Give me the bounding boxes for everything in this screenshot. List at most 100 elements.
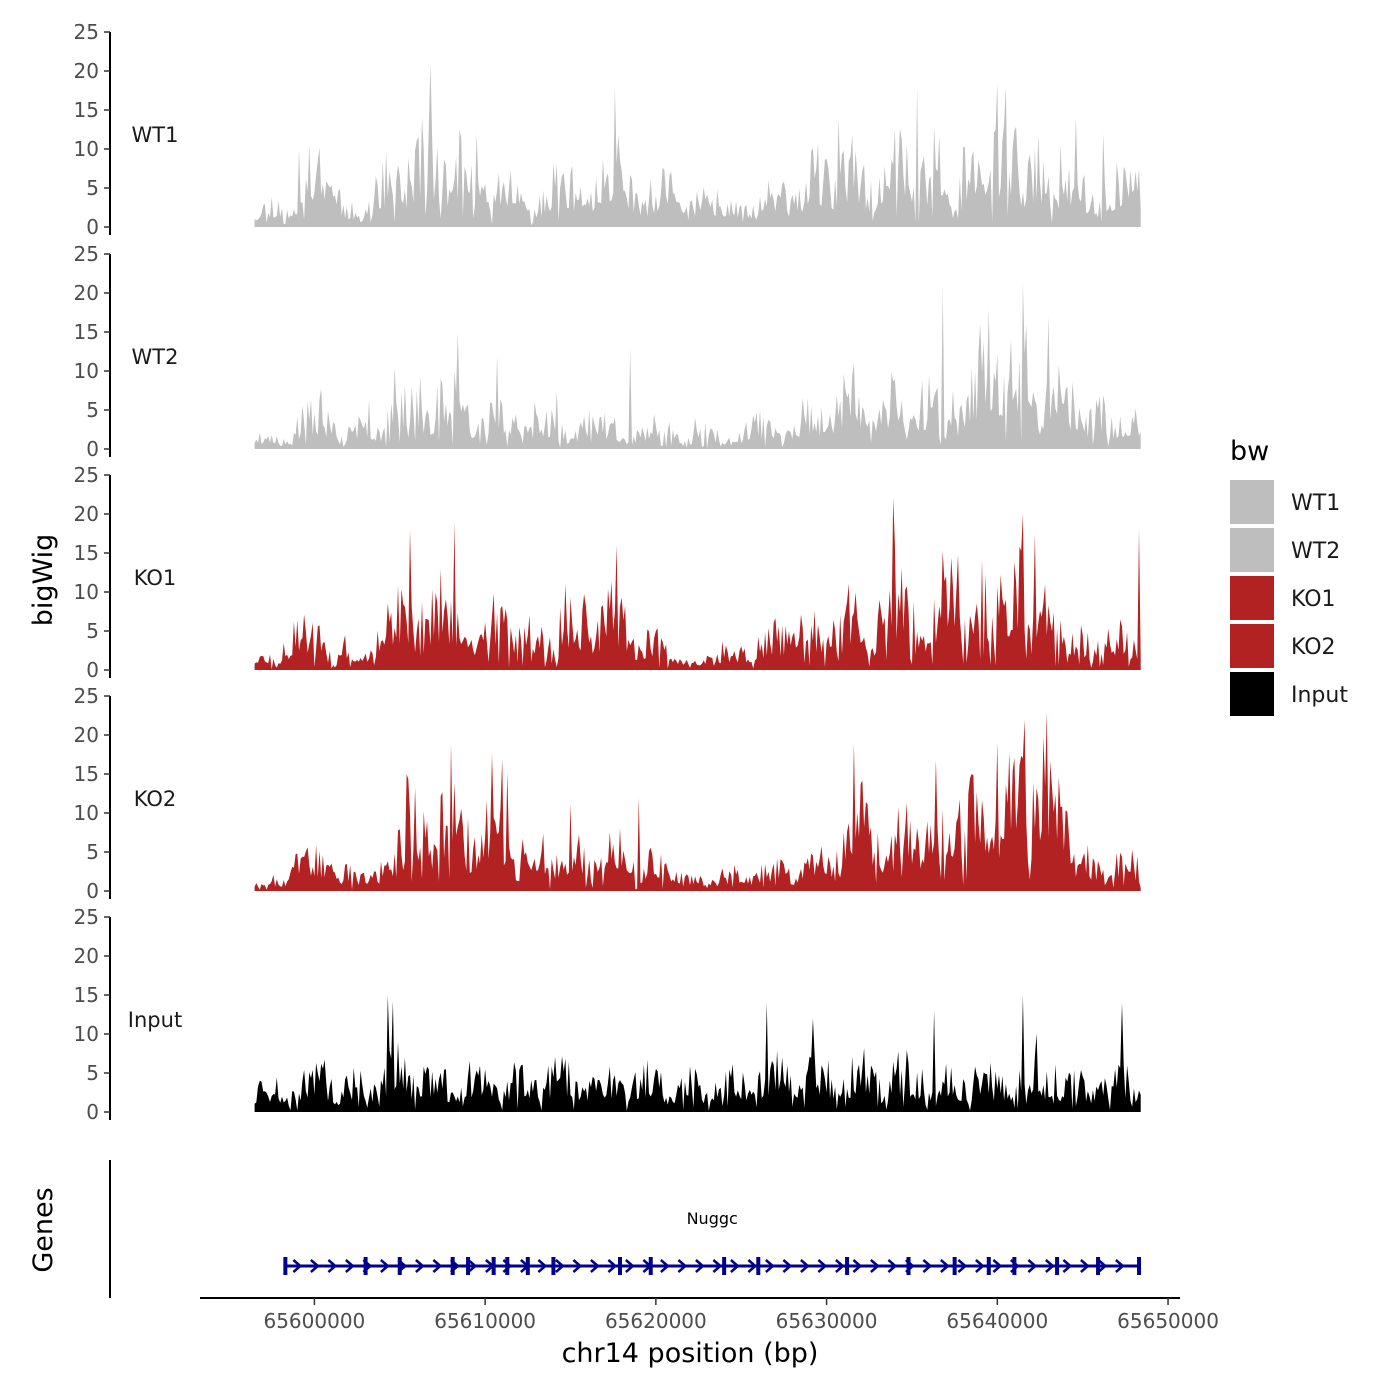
strand-arrow [467, 1259, 478, 1273]
gene-track: Nuggc [109, 1160, 1142, 1298]
strand-arrow [327, 1259, 338, 1273]
strand-arrow [677, 1259, 688, 1273]
exon-mark [525, 1257, 530, 1275]
y-tick-label: 5 [86, 176, 99, 200]
y-tick-label: 20 [74, 502, 99, 526]
strand-arrow [730, 1259, 740, 1273]
y-tick-label: 25 [74, 20, 99, 44]
strand-arrow [1097, 1259, 1108, 1273]
strand-arrow [625, 1259, 635, 1273]
exon-mark [648, 1257, 653, 1275]
x-tick-label: 65650000 [1117, 1309, 1219, 1333]
x-tick-label: 65610000 [434, 1309, 536, 1333]
y-tick-label: 15 [74, 541, 99, 565]
track-label-wt2: WT2 [132, 345, 179, 369]
strand-arrow [992, 1259, 1003, 1273]
track-label-input: Input [128, 1008, 182, 1032]
x-tick-label: 65620000 [605, 1309, 707, 1333]
y-tick-label: 20 [74, 723, 99, 747]
strand-arrow [870, 1259, 880, 1273]
y-tick-label: 0 [86, 215, 99, 239]
track-ko2: 0 5 10 15 20 25 KO2 [74, 684, 1141, 903]
exon-mark [952, 1257, 957, 1275]
track-input: 0 5 10 15 20 25 Input [74, 905, 1141, 1124]
y-tick-label: 10 [74, 359, 99, 383]
y-tick-label: 0 [86, 658, 99, 682]
exon-mark [618, 1257, 622, 1275]
exon-mark [1055, 1257, 1060, 1275]
exon-mark [397, 1257, 402, 1275]
y-tick-label: 5 [86, 398, 99, 422]
strand-arrow [975, 1259, 985, 1273]
x-tick-label: 65600000 [263, 1309, 365, 1333]
x-axis-title: chr14 position (bp) [562, 1338, 819, 1369]
x-tick-label: 65630000 [776, 1309, 878, 1333]
y-tick-label: 5 [86, 840, 99, 864]
legend-label-wt1: WT1 [1291, 491, 1340, 516]
y-tick-label: 25 [74, 242, 99, 266]
x-tick-label: 65640000 [946, 1309, 1048, 1333]
legend: bw WT1 WT2 KO1 KO2 Input [1230, 436, 1348, 716]
track-label-ko1: KO1 [134, 566, 177, 590]
exon-mark [1137, 1257, 1142, 1275]
track-wt2: 0 5 10 15 20 25 WT2 [74, 242, 1141, 461]
strand-arrow [747, 1259, 758, 1273]
exon-mark [986, 1257, 991, 1275]
legend-swatch-input [1230, 672, 1274, 716]
strand-arrow [380, 1259, 390, 1273]
y-axis-title: bigWig [28, 534, 59, 627]
exon-mark [1096, 1257, 1101, 1275]
strand-arrow [1027, 1259, 1038, 1273]
legend-label-wt2: WT2 [1291, 539, 1340, 564]
strand-arrow [607, 1259, 618, 1273]
strand-arrow [415, 1259, 425, 1273]
y-tick-label: 0 [86, 437, 99, 461]
y-tick-label: 25 [74, 684, 99, 708]
legend-swatch-ko1 [1230, 576, 1274, 620]
strand-arrow [1045, 1259, 1055, 1273]
legend-swatch-wt1 [1230, 480, 1274, 524]
strand-arrow [1115, 1259, 1125, 1273]
y-tick-label: 15 [74, 98, 99, 122]
y-tick-label: 20 [74, 944, 99, 968]
y-tick-label: 10 [74, 801, 99, 825]
y-tick-label: 20 [74, 281, 99, 305]
exon-mark [450, 1257, 455, 1275]
strand-arrow [800, 1259, 810, 1273]
strand-arrow [432, 1259, 443, 1273]
strand-arrow [345, 1259, 355, 1273]
x-axis: 65600000 65610000 65620000 65630000 65640000… [200, 1297, 1219, 1333]
y-tick-label: 25 [74, 905, 99, 929]
coverage-area-input [254, 995, 1141, 1112]
strand-arrow [887, 1259, 898, 1273]
legend-swatch-wt2 [1230, 528, 1274, 572]
legend-label-ko1: KO1 [1291, 587, 1336, 612]
strand-arrow [292, 1259, 303, 1273]
strand-arrow [922, 1259, 933, 1273]
y-tick-label: 0 [86, 879, 99, 903]
exon-mark [551, 1257, 556, 1275]
y-tick-label: 15 [74, 762, 99, 786]
strand-arrow [695, 1259, 705, 1273]
strand-arrow [660, 1259, 670, 1273]
exon-mark [756, 1257, 761, 1275]
coverage-area-ko1 [254, 497, 1141, 670]
exon-mark [1012, 1257, 1017, 1275]
gene-name-label: Nuggc [687, 1209, 738, 1228]
track-wt1: 0 5 10 15 20 25 WT1 [74, 20, 1141, 239]
coverage-area-wt2 [254, 281, 1141, 449]
strand-arrow [572, 1259, 583, 1273]
exon-mark [363, 1257, 368, 1275]
strand-arrow [782, 1259, 793, 1273]
strand-arrow [957, 1259, 968, 1273]
legend-title: bw [1230, 436, 1269, 467]
strand-arrow [555, 1259, 565, 1273]
exon-mark [906, 1257, 911, 1275]
legend-label-ko2: KO2 [1291, 635, 1336, 660]
y-tick-label: 10 [74, 580, 99, 604]
strand-arrow [310, 1259, 320, 1273]
strand-arrow [817, 1259, 828, 1273]
coverage-area-wt1 [254, 63, 1141, 228]
strand-arrow [765, 1259, 775, 1273]
